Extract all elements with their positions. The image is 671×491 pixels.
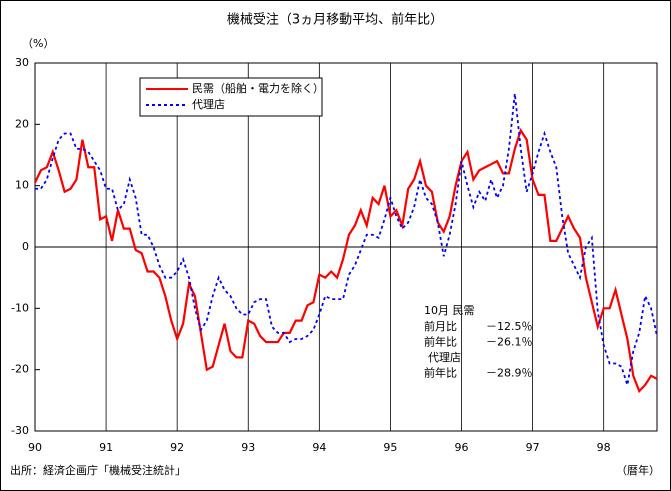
x-tick-label: 98: [597, 441, 611, 454]
legend-label: 代理店: [192, 97, 225, 111]
y-tick-label: 20: [15, 117, 29, 130]
x-tick-label: 91: [99, 441, 113, 454]
annotation-label: 前年比: [424, 366, 457, 380]
annotation-label: 代理店: [428, 350, 461, 364]
y-unit-label: （%）: [22, 37, 54, 50]
annotation-value: －12.5％: [486, 320, 533, 333]
annotation-value: －26.1％: [486, 336, 533, 349]
x-tick-label: 92: [170, 441, 184, 454]
x-tick-label: 95: [383, 441, 397, 454]
x-tick-label: 97: [526, 441, 540, 454]
chart-title: 機械受注（3ヵ月移動平均、前年比）: [227, 12, 443, 28]
y-tick-label: -10: [11, 301, 29, 314]
y-tick-label: -20: [11, 363, 29, 376]
x-tick-label: 93: [241, 441, 255, 454]
annotation-heading: 10月 民需: [424, 304, 475, 317]
annotation-label: 前月比: [424, 319, 457, 333]
y-tick-label: 30: [15, 56, 29, 69]
source-note: 出所：経済企画庁「機械受注統計」: [10, 463, 186, 477]
y-tick-label: 10: [15, 179, 29, 192]
x-unit-label: （暦年）: [616, 463, 660, 477]
legend-label: 民需（船舶・電力を除く）: [192, 81, 324, 95]
x-tick-label: 96: [455, 441, 469, 454]
annotation-value: －28.9％: [486, 367, 533, 380]
annotation-label: 前年比: [424, 335, 457, 349]
series-line: [34, 127, 658, 394]
x-tick-label: 90: [28, 441, 42, 454]
legend-box: [139, 77, 323, 117]
x-tick-label: 94: [312, 441, 326, 454]
y-tick-label: -30: [11, 424, 29, 437]
y-tick-label: 0: [22, 240, 29, 253]
